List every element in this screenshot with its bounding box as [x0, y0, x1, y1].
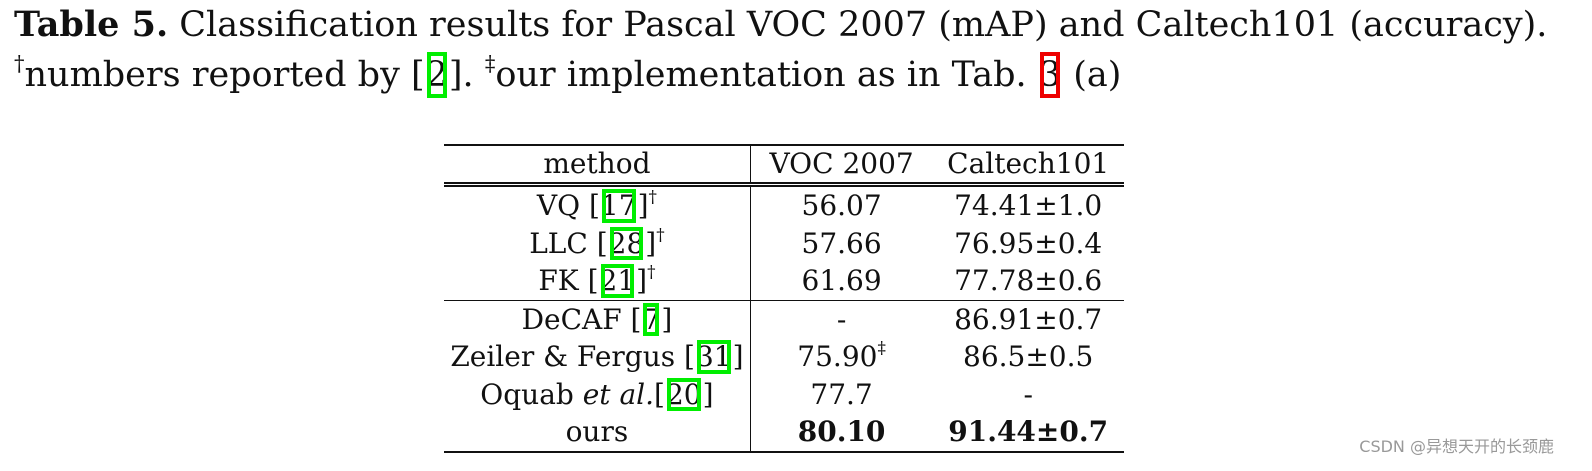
- dagger-mark: †: [648, 186, 657, 207]
- table-row-fk: FK [21]† 61.69 77.78±0.6: [444, 262, 1124, 300]
- bracket: ]: [702, 377, 714, 411]
- results-table-container: method VOC 2007 Caltech101 VQ [17]† 56.0…: [444, 144, 1124, 453]
- table-caption: Table 5. Classification results for Pasc…: [14, 0, 1584, 100]
- method-cell: VQ [17]†: [444, 184, 751, 225]
- method-cell: FK [21]†: [444, 261, 751, 300]
- table-row-oquab: Oquab et al.[20] 77.7 -: [444, 375, 1124, 414]
- bracket: ]: [636, 264, 648, 297]
- method-name: FK [: [538, 264, 599, 297]
- bracket: ]: [732, 340, 744, 373]
- caption-label: Table 5.: [14, 4, 169, 45]
- caption-text-4: (a): [1062, 55, 1122, 95]
- voc-cell: 77.7: [810, 377, 873, 411]
- citation-link[interactable]: 28: [608, 225, 646, 263]
- table-row-zeiler: Zeiler & Fergus [31] 75.90‡ 86.5±0.5: [444, 338, 1124, 376]
- method-name: LLC [: [529, 226, 608, 260]
- method-cell: Oquab et al.[20]: [444, 375, 751, 414]
- voc-cell: -: [750, 299, 933, 338]
- method-name: VQ [: [536, 189, 600, 222]
- bracket: ]: [661, 302, 673, 336]
- citation-link[interactable]: 17: [600, 187, 638, 225]
- caption-text-3: our implementation as in Tab.: [495, 55, 1038, 95]
- table-row-vq: VQ [17]† 56.07 74.41±1.0: [444, 184, 1124, 225]
- et-al: et al.: [582, 377, 655, 411]
- caltech-cell: 91.44±0.7: [932, 413, 1124, 453]
- caption-line-1: Table 5. Classification results for Pasc…: [14, 0, 1584, 50]
- method-name: DeCAF [: [521, 302, 642, 336]
- bracket: ]: [637, 189, 649, 222]
- bracket: [: [654, 377, 665, 411]
- voc-cell: 80.10: [750, 413, 933, 453]
- voc-value: 75.90: [797, 340, 878, 373]
- results-table: method VOC 2007 Caltech101 VQ [17]† 56.0…: [444, 144, 1124, 453]
- citation-link[interactable]: 20: [665, 376, 703, 414]
- citation-link[interactable]: 21: [599, 262, 637, 300]
- caltech-cell: 74.41±1.0: [954, 189, 1103, 222]
- voc-cell: 61.69: [801, 264, 882, 297]
- method-cell: Zeiler & Fergus [31]: [444, 338, 751, 376]
- caltech-cell: 77.78±0.6: [954, 264, 1103, 297]
- voc-cell: 57.66: [801, 226, 882, 260]
- method-cell: DeCAF [7]: [444, 299, 751, 339]
- table-ref-link[interactable]: 3: [1038, 50, 1062, 100]
- citation-link[interactable]: 7: [641, 301, 661, 339]
- caltech-cell: 86.5±0.5: [963, 340, 1094, 373]
- voc-cell: 75.90‡: [750, 338, 932, 376]
- method-cell: LLC [28]†: [444, 223, 751, 263]
- double-dagger-mark: ‡: [484, 51, 496, 76]
- caption-text: Classification results for Pascal VOC 20…: [179, 5, 1548, 45]
- header-method: method: [444, 144, 751, 187]
- bracket: ]: [645, 226, 657, 260]
- citation-link[interactable]: 31: [695, 338, 733, 376]
- double-dagger-mark: ‡: [877, 337, 886, 358]
- header-voc: VOC 2007: [750, 144, 933, 187]
- method-name: Oquab: [480, 377, 583, 411]
- voc-cell: 56.07: [801, 189, 882, 222]
- header-caltech: Caltech101: [932, 144, 1124, 187]
- dagger-mark: †: [14, 51, 25, 76]
- caltech-cell: 76.95±0.4: [954, 226, 1103, 260]
- method-cell: ours: [444, 413, 751, 453]
- table-row-decaf: DeCAF [7] - 86.91±0.7: [444, 299, 1124, 339]
- table-row-llc: LLC [28]† 57.66 76.95±0.4: [444, 223, 1124, 263]
- caption-line-2: †numbers reported by [2]. ‡our implement…: [14, 50, 1584, 100]
- caption-text-2: ].: [448, 55, 485, 95]
- caltech-cell: 86.91±0.7: [932, 299, 1124, 338]
- citation-link[interactable]: 2: [425, 50, 449, 100]
- table-header-row: method VOC 2007 Caltech101: [444, 144, 1124, 187]
- dagger-mark: †: [647, 261, 656, 282]
- caltech-cell: -: [1023, 377, 1033, 411]
- dagger-mark: †: [656, 223, 665, 244]
- watermark: CSDN @异想天开的长颈鹿: [1359, 437, 1554, 456]
- caption-text-1: numbers reported by [: [24, 55, 425, 95]
- table-row-ours: ours 80.10 91.44±0.7: [444, 413, 1124, 453]
- method-name: Zeiler & Fergus [: [450, 340, 695, 373]
